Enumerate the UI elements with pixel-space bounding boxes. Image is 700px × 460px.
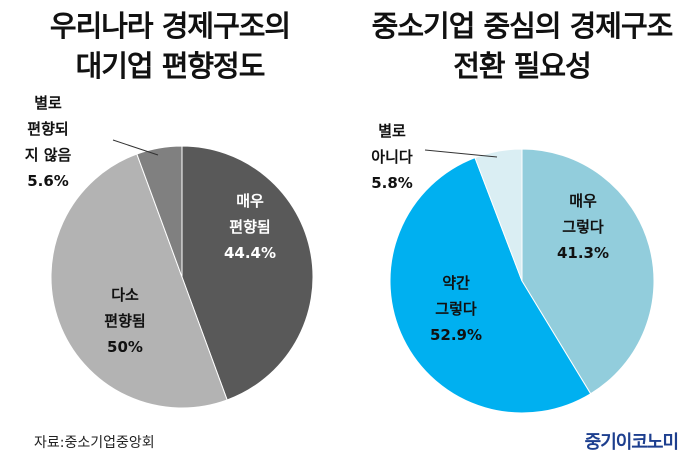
pie-0-slice-0-label: 편향됨: [229, 218, 270, 236]
source-note: 자료:중소기업중앙회: [34, 435, 155, 451]
pie-1-slice-2-value-label: 5.8%: [371, 174, 413, 192]
pie-0-slice-0-value-label: 44.4%: [224, 244, 276, 262]
chart-title-line: 대기업 편향정도: [75, 49, 266, 83]
pie-0-slice-2-value-label: 5.6%: [27, 172, 69, 190]
pie-0-slice-2-label: 편향되: [27, 120, 68, 138]
pie-0-slice-1: [50, 153, 228, 409]
chart-title-left: 우리나라 경제구조의 대기업 편향정도: [0, 6, 340, 86]
pie-1-slice-2-label: 별로: [378, 122, 406, 140]
pie-1-slice-1: [389, 157, 592, 414]
pie-1-slice-0-label: 매우: [569, 192, 597, 210]
chart-title-line: 우리나라 경제구조의: [49, 9, 291, 43]
pie-1-slice-1-value-label: 52.9%: [430, 326, 482, 344]
pie-0-slice-1-value-label: 50%: [107, 338, 143, 356]
pie-1-slice-0: [521, 148, 655, 395]
pie-0-slice-2: [136, 145, 183, 278]
pie-1-slice-2-label: 아니다: [371, 148, 413, 166]
pie-0-leader-line: [112, 139, 159, 156]
pie-1-slice-0-value-label: 41.3%: [557, 244, 609, 262]
pie-0-slice-0: [181, 145, 314, 401]
pie-1-slice-0-label: 그렇다: [562, 218, 604, 236]
pie-0-slice-1-label: 편향됨: [104, 312, 145, 330]
pie-1-slice-2: [474, 148, 523, 282]
pie-1-slice-1-label: 약간: [442, 274, 470, 292]
brand-logo: 중기이코노미: [584, 432, 679, 453]
pie-0-slice-2-label: 지 않음: [25, 146, 72, 164]
chart-title-line: 전환 필요성: [453, 49, 592, 83]
pie-0-slice-1-label: 다소: [111, 286, 139, 304]
pie-0-slice-2-label: 별로: [34, 94, 62, 112]
pie-0-slice-0-label: 매우: [236, 192, 264, 210]
chart-title-right: 중소기업 중심의 경제구조 전환 필요성: [352, 6, 692, 86]
pie-1-slice-1-label: 그렇다: [435, 300, 477, 318]
pie-1-leader-line: [424, 149, 498, 158]
chart-title-line: 중소기업 중심의 경제구조: [371, 9, 674, 43]
